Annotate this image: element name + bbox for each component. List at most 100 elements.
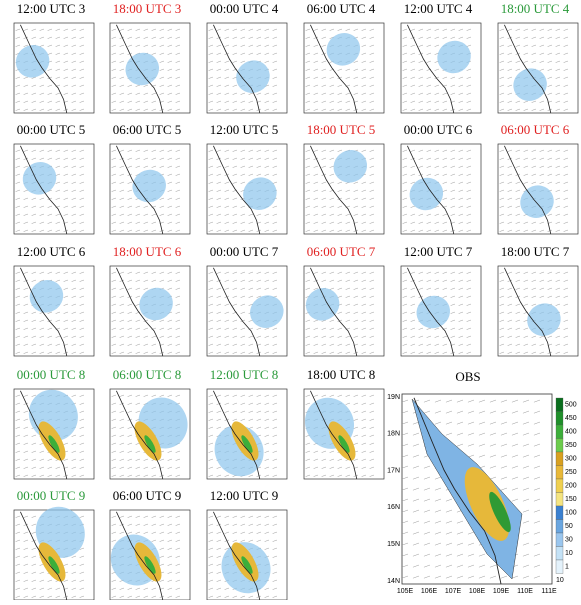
- wind-vector: [15, 426, 21, 429]
- wind-vector: [264, 92, 270, 95]
- wind-vector: [79, 52, 85, 55]
- wind-vector: [167, 92, 173, 95]
- wind-vector: [531, 271, 537, 274]
- wind-vector: [23, 466, 29, 469]
- wind-vector: [321, 394, 327, 397]
- wind-vector: [224, 515, 230, 518]
- wind-vector: [272, 335, 278, 338]
- wind-vector: [15, 327, 21, 330]
- wind-vector: [111, 157, 117, 160]
- wind-vector: [47, 221, 53, 224]
- wind-vector: [63, 60, 69, 63]
- wind-vector: [127, 474, 133, 477]
- wind-vector: [224, 44, 230, 47]
- wind-vector: [15, 181, 21, 184]
- wind-vector: [31, 579, 37, 582]
- wind-vector: [410, 343, 416, 346]
- wind-vector: [127, 213, 133, 216]
- wind-vector: [264, 36, 270, 39]
- wind-vector: [111, 197, 117, 200]
- wind-vector: [353, 181, 359, 184]
- wind-vector: [248, 474, 254, 477]
- wind-vector: [151, 271, 157, 274]
- wind-vector: [547, 36, 553, 39]
- wind-vector: [458, 295, 464, 298]
- wind-vector: [523, 287, 529, 290]
- wind-vector: [216, 197, 222, 200]
- wind-vector: [151, 52, 157, 55]
- wind-vector: [361, 287, 367, 290]
- wind-vector: [151, 595, 157, 598]
- wind-vector: [15, 44, 21, 47]
- wind-vector: [402, 84, 408, 87]
- wind-vector: [563, 319, 569, 322]
- wind-vector: [167, 563, 173, 566]
- wind-vector: [127, 466, 133, 469]
- wind-vector: [445, 520, 453, 524]
- wind-vector: [329, 76, 335, 79]
- wind-vector: [423, 564, 431, 568]
- wind-vector: [329, 157, 335, 160]
- wind-vector: [369, 434, 375, 437]
- wind-vector: [412, 531, 420, 535]
- wind-vector: [208, 287, 214, 290]
- wind-vector: [361, 68, 367, 71]
- wind-vector: [412, 443, 420, 447]
- wind-vector: [135, 295, 141, 298]
- wind-vector: [31, 213, 37, 216]
- wind-vector: [442, 76, 448, 79]
- wind-vector: [23, 205, 29, 208]
- wind-vector: [555, 28, 561, 31]
- wind-vector: [450, 157, 456, 160]
- wind-vector: [353, 295, 359, 298]
- wind-vector: [256, 531, 262, 534]
- wind-vector: [434, 509, 442, 513]
- wind-vector: [329, 319, 335, 322]
- wind-vector: [345, 335, 351, 338]
- wind-vector: [531, 181, 537, 184]
- wind-vector: [208, 319, 214, 322]
- wind-vector: [401, 520, 409, 524]
- wind-vector: [31, 595, 37, 598]
- wind-vector: [216, 319, 222, 322]
- wind-vector: [369, 197, 375, 200]
- wind-vector: [329, 92, 335, 95]
- wind-vector: [329, 351, 335, 354]
- panel-time-label: 06:00 UTC 7: [307, 244, 376, 259]
- wind-vector: [208, 343, 214, 346]
- wind-vector: [458, 205, 464, 208]
- wind-vector: [15, 173, 21, 176]
- wind-vector: [159, 92, 165, 95]
- wind-vector: [71, 295, 77, 298]
- wind-vector: [23, 108, 29, 111]
- wind-vector: [143, 394, 149, 397]
- wind-vector: [264, 466, 270, 469]
- wind-vector: [15, 28, 21, 31]
- wind-vector: [361, 279, 367, 282]
- wind-vector: [361, 442, 367, 445]
- wind-vector: [55, 157, 61, 160]
- wind-vector: [321, 28, 327, 31]
- wind-vector: [515, 221, 521, 224]
- wind-vector: [232, 197, 238, 200]
- wind-vector: [445, 432, 453, 436]
- wind-vector: [533, 443, 541, 447]
- wind-vector: [264, 450, 270, 453]
- wind-vector: [159, 36, 165, 39]
- wind-vector: [353, 327, 359, 330]
- wind-vector: [533, 487, 541, 491]
- wind-vector: [63, 92, 69, 95]
- wind-vector: [111, 531, 117, 534]
- wind-vector: [208, 76, 214, 79]
- wind-vector: [442, 343, 448, 346]
- wind-vector: [79, 450, 85, 453]
- wind-vector: [127, 92, 133, 95]
- wind-vector: [329, 84, 335, 87]
- wind-vector: [402, 197, 408, 200]
- wind-vector: [353, 271, 359, 274]
- wind-vector: [208, 402, 214, 405]
- wind-vector: [515, 205, 521, 208]
- wind-vector: [272, 60, 278, 63]
- wind-vector: [499, 52, 505, 55]
- wind-vector: [353, 189, 359, 192]
